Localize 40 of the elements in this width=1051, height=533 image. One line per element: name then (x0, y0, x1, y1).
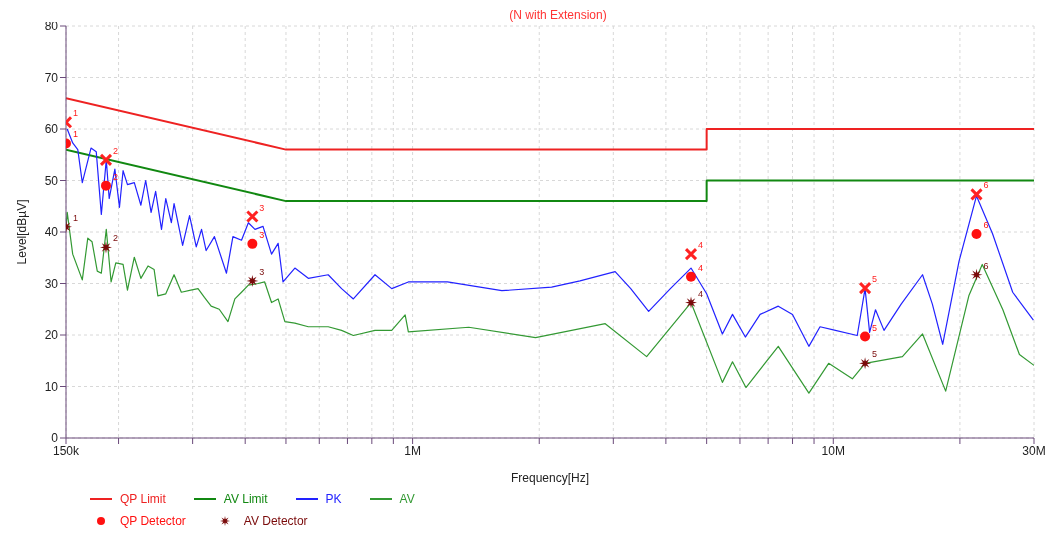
annotation: 6 (983, 260, 989, 271)
annotation: 6 (983, 180, 989, 191)
y-tick-label: 50 (44, 173, 59, 188)
annotation: 3 (259, 202, 265, 213)
y-tick-label: 10 (44, 379, 59, 394)
legend-label: QP Detector (120, 514, 186, 528)
annotation: 4 (698, 288, 704, 299)
x-tick-label: 1M (404, 443, 421, 458)
y-tick-label: 40 (44, 225, 59, 240)
y-tick-label: 70 (44, 70, 59, 85)
x-tick-label: 30M (1022, 443, 1046, 458)
y-tick-label: 80 (44, 19, 59, 34)
annotation: 2 (112, 171, 118, 182)
annotation: 5 (872, 274, 878, 285)
y-tick-label: 30 (44, 276, 59, 291)
x-axis-title: Frequency[Hz] (510, 471, 590, 485)
legend-label: QP Limit (120, 492, 166, 506)
y-tick-label: 0 (51, 431, 59, 446)
x-tick-label: 10M (821, 443, 845, 458)
chart-title: (N with Extension) (508, 8, 608, 22)
annotation: 2 (112, 145, 118, 156)
annotation: 5 (872, 322, 878, 333)
annotation: 1 (73, 129, 79, 140)
annotation: 6 (983, 220, 989, 231)
annotation: 1 (73, 108, 79, 119)
annotation: 4 (698, 240, 704, 251)
legend-label: AV Limit (223, 492, 268, 506)
y-tick-label: 60 (44, 122, 59, 137)
annotation: 3 (259, 229, 265, 240)
y-axis-title: Level[dBµV] (15, 199, 30, 265)
y-tick-label: 20 (44, 328, 59, 343)
annotation: 2 (112, 233, 118, 244)
x-tick-label: 150k (52, 443, 81, 458)
legend-label: AV Detector (243, 514, 308, 528)
annotation: 1 (73, 212, 79, 223)
legend-label: PK (325, 492, 342, 506)
annotation: 4 (698, 262, 704, 273)
legend-label: AV (399, 492, 415, 506)
annotation: 5 (872, 349, 878, 360)
annotation: 3 (259, 266, 265, 277)
